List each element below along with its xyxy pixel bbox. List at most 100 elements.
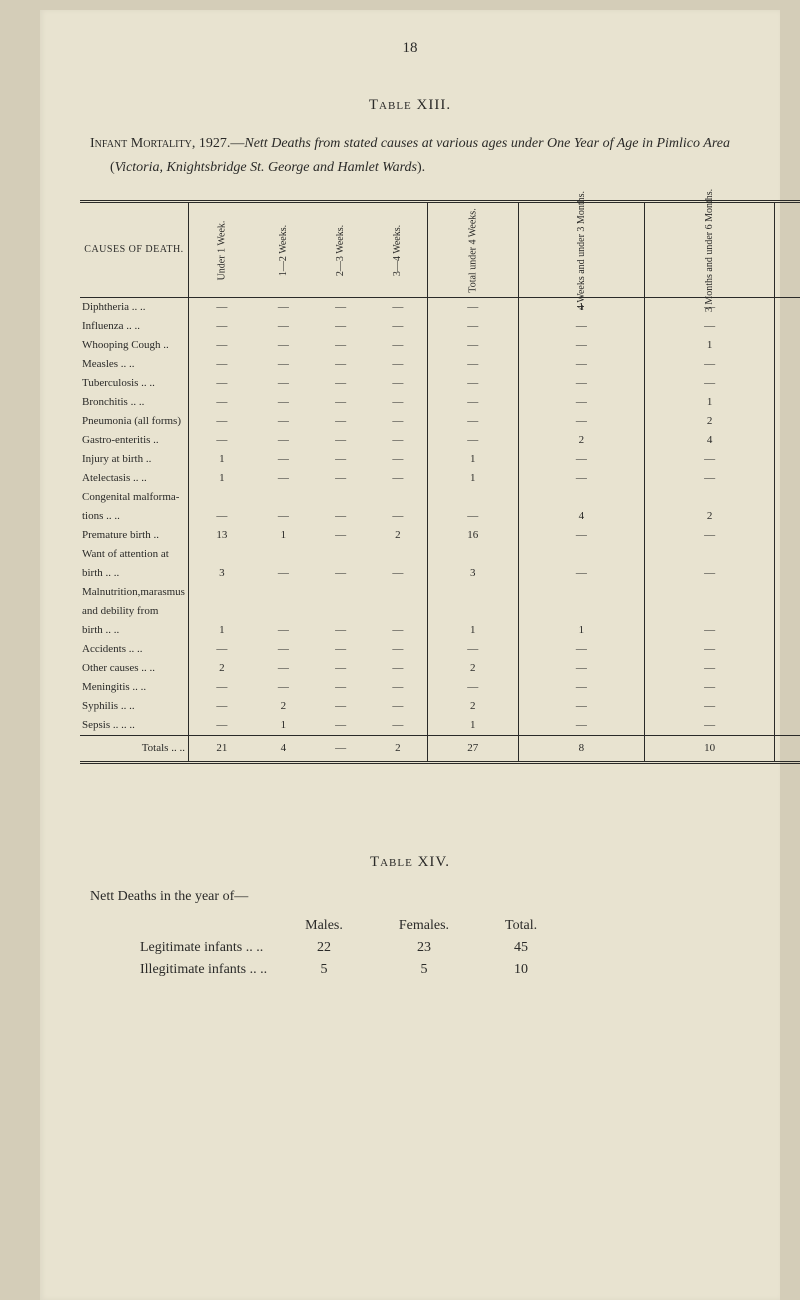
data-cell: — <box>255 336 312 355</box>
data-cell <box>369 602 427 621</box>
nett-cell: 22 <box>277 937 371 959</box>
data-cell: 1 <box>427 621 518 640</box>
data-cell: — <box>255 678 312 697</box>
data-cell: — <box>255 507 312 526</box>
page-number: 18 <box>80 40 740 57</box>
data-cell: — <box>644 640 774 659</box>
col-cause: CAUSES OF DEATH. <box>80 201 188 297</box>
data-cell: 1 <box>427 469 518 488</box>
data-cell: — <box>188 716 254 736</box>
nett-col-0: Males. <box>277 915 371 937</box>
data-cell: — <box>369 621 427 640</box>
data-cell <box>775 488 800 507</box>
data-cell: — <box>644 317 774 336</box>
data-cell: — <box>255 374 312 393</box>
data-cell: — <box>775 393 800 412</box>
data-cell <box>644 545 774 564</box>
col-h-0: Under 1 Week. <box>188 201 254 297</box>
nett-row: Illegitimate infants .. ..5510 <box>140 959 565 981</box>
nett-blank <box>140 915 277 937</box>
nett-cell: 23 <box>371 937 477 959</box>
data-cell: — <box>255 469 312 488</box>
table-row: Whooping Cough ..——————1——1 <box>80 336 800 355</box>
data-cell: — <box>312 317 369 336</box>
table-row: Gastro-enteritis ..—————24219 <box>80 431 800 450</box>
cause-cell: birth .. .. <box>80 621 188 640</box>
data-cell <box>427 602 518 621</box>
data-cell: — <box>427 640 518 659</box>
data-cell: — <box>369 355 427 374</box>
data-cell: — <box>255 564 312 583</box>
nett-cell: 10 <box>477 959 565 981</box>
data-cell: — <box>312 450 369 469</box>
data-cell: — <box>775 450 800 469</box>
cause-cell: Bronchitis .. .. <box>80 393 188 412</box>
data-cell: — <box>255 412 312 431</box>
data-cell: — <box>369 697 427 716</box>
data-cell: — <box>369 450 427 469</box>
data-cell <box>312 488 369 507</box>
data-cell: 1 <box>775 678 800 697</box>
data-cell: — <box>255 659 312 678</box>
cause-cell: Meningitis .. .. <box>80 678 188 697</box>
data-cell <box>312 583 369 602</box>
data-cell: 2 <box>188 659 254 678</box>
data-cell: — <box>188 640 254 659</box>
data-cell: — <box>312 393 369 412</box>
data-cell: — <box>312 297 369 317</box>
data-cell: — <box>312 697 369 716</box>
cause-cell: Malnutrition,marasmus <box>80 583 188 602</box>
data-cell: — <box>427 374 518 393</box>
data-cell <box>369 488 427 507</box>
nett-col-2: Total. <box>477 915 565 937</box>
data-cell <box>427 583 518 602</box>
data-cell: — <box>775 564 800 583</box>
totals-cell: 2 <box>369 735 427 762</box>
totals-cell: 8 <box>775 735 800 762</box>
nett-cell: 5 <box>277 959 371 981</box>
data-cell: — <box>518 469 644 488</box>
cause-cell: Want of attention at <box>80 545 188 564</box>
cause-cell: Whooping Cough .. <box>80 336 188 355</box>
data-cell: 2 <box>518 431 644 450</box>
data-cell: — <box>427 355 518 374</box>
data-cell <box>312 545 369 564</box>
cause-cell: Other causes .. .. <box>80 659 188 678</box>
data-cell: 1 <box>775 697 800 716</box>
data-cell: — <box>312 412 369 431</box>
data-cell: — <box>518 336 644 355</box>
data-cell: — <box>775 621 800 640</box>
data-cell: — <box>518 564 644 583</box>
data-cell: — <box>369 336 427 355</box>
data-cell <box>518 583 644 602</box>
table-row: tions .. ..—————421—7 <box>80 507 800 526</box>
data-cell: — <box>518 412 644 431</box>
data-cell: 2 <box>427 697 518 716</box>
data-cell: — <box>644 621 774 640</box>
data-cell: — <box>775 716 800 736</box>
data-cell: — <box>255 393 312 412</box>
data-cell: — <box>312 374 369 393</box>
cause-cell: Gastro-enteritis .. <box>80 431 188 450</box>
data-cell: — <box>427 507 518 526</box>
cause-cell: Tuberculosis .. .. <box>80 374 188 393</box>
data-cell: — <box>255 317 312 336</box>
data-cell: 1 <box>775 412 800 431</box>
table-row: Premature birth ..131—216————16 <box>80 526 800 545</box>
data-cell: — <box>312 469 369 488</box>
data-cell: — <box>312 621 369 640</box>
data-cell: — <box>255 621 312 640</box>
data-cell: — <box>188 317 254 336</box>
nett-col-1: Females. <box>371 915 477 937</box>
data-cell: — <box>312 336 369 355</box>
data-cell: — <box>188 355 254 374</box>
data-cell: — <box>518 640 644 659</box>
data-cell: — <box>188 431 254 450</box>
data-cell <box>188 583 254 602</box>
data-cell: — <box>427 412 518 431</box>
data-cell: — <box>518 355 644 374</box>
data-cell: 1 <box>775 317 800 336</box>
data-cell: 2 <box>255 697 312 716</box>
cause-cell: Sepsis .. .. .. <box>80 716 188 736</box>
data-cell: — <box>369 431 427 450</box>
